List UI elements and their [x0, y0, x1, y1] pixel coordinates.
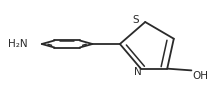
Text: S: S	[133, 15, 139, 25]
Text: OH: OH	[192, 71, 209, 81]
Text: N: N	[134, 67, 142, 77]
Text: H₂N: H₂N	[8, 39, 27, 49]
